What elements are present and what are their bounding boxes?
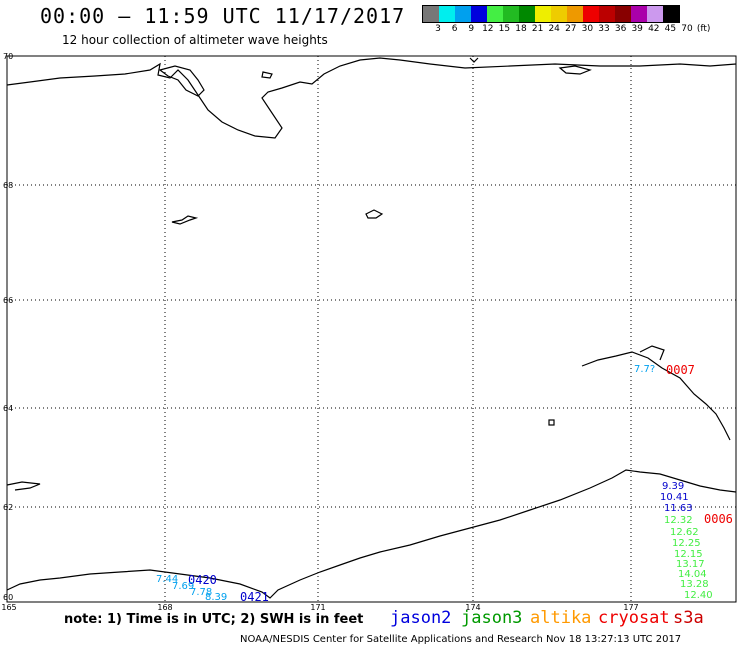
swh-value: 11.63 [664, 503, 693, 514]
legend-jason2: jason2 [390, 608, 452, 628]
lat-label-68: 68 [3, 181, 13, 190]
color-scale-label: 45 [664, 24, 677, 34]
track-label: 0007 [666, 363, 695, 377]
lat-label-64: 64 [3, 404, 13, 413]
track-labels: 0007 0006 0420 0421 [188, 363, 733, 604]
swh-value: 7.78 [190, 587, 212, 598]
footer-note: note: 1) Time is in UTC; 2) SWH is in fe… [64, 612, 364, 627]
track-label: 0420 [188, 573, 217, 587]
swh-value: 14.04 [678, 569, 707, 580]
color-swatch [647, 6, 663, 22]
color-scale-label: 27 [565, 24, 577, 34]
lon-label-168: 168 [157, 603, 172, 612]
color-swatch [439, 6, 455, 22]
color-swatch [663, 6, 679, 22]
color-scale-label: 21 [531, 24, 544, 34]
swh-value: 7.7? [634, 364, 655, 375]
swh-value: 13.28 [680, 579, 709, 590]
lat-label-70: 70 [3, 52, 13, 61]
color-swatch [487, 6, 503, 22]
color-scale-bar [422, 5, 680, 23]
color-swatch [519, 6, 535, 22]
graticule [7, 56, 736, 602]
color-swatch [423, 6, 439, 22]
color-swatch [567, 6, 583, 22]
color-swatch [471, 6, 487, 22]
swh-value: 12.62 [670, 527, 699, 538]
swh-value: 7.69 [172, 581, 194, 592]
page-subtitle: 12 hour collection of altimeter wave hei… [62, 33, 328, 47]
lon-label-174: 174 [465, 603, 480, 612]
lon-label-165: 165 [1, 603, 16, 612]
track-label: 0421 [240, 590, 269, 604]
color-swatch [503, 6, 519, 22]
coastline [6, 57, 737, 599]
color-scale-label: 30 [581, 24, 594, 34]
lat-label-62: 62 [3, 503, 13, 512]
color-scale-label: 70 [681, 24, 693, 34]
track-label: 0006 [704, 512, 733, 526]
swh-value: 7.44 [156, 574, 178, 585]
legend-s3a: s3a [673, 608, 704, 628]
color-scale-label: 9 [468, 24, 475, 34]
swh-value: 8.39 [205, 592, 227, 603]
color-scale-label: 24 [548, 24, 560, 34]
swh-value: 12.40 [684, 590, 713, 601]
map-frame [6, 55, 737, 603]
legend-altika: altika [530, 608, 592, 628]
color-swatch [583, 6, 599, 22]
color-scale-label: 18 [515, 24, 527, 34]
color-swatch [615, 6, 631, 22]
swh-value: 13.17 [676, 559, 705, 570]
color-swatch [535, 6, 551, 22]
swh-value: 12.32 [664, 515, 693, 526]
longitude-labels: 165 168 171 174 177 [1, 603, 638, 612]
color-swatch [551, 6, 567, 22]
legend-jason3: jason3 [461, 608, 523, 628]
color-scale-label: 15 [498, 24, 511, 34]
color-scale-label: 39 [631, 24, 643, 34]
swh-value: 9.39 [662, 481, 684, 492]
page-title: 00:00 – 11:59 UTC 11/17/2017 [40, 4, 406, 28]
lat-label-66: 66 [3, 296, 13, 305]
swh-value: 10.41 [660, 492, 689, 503]
color-scale-label: 36 [614, 24, 627, 34]
color-scale-label: 33 [598, 24, 610, 34]
legend-cryosat: cryosat [598, 608, 670, 628]
latitude-labels: 70 68 66 64 62 60 [3, 52, 13, 602]
color-scale-labels: 3 6 9 12 15 18 21 24 27 30 33 36 39 42 45 70 (ft) [422, 24, 740, 36]
lat-label-60: 60 [3, 593, 13, 602]
lon-label-171: 171 [310, 603, 325, 612]
lon-label-177: 177 [623, 603, 638, 612]
swh-values: 7.7? 9.39 10.41 11.63 12.32 12.62 12.25 … [156, 364, 713, 603]
swh-value: 12.25 [672, 538, 701, 549]
color-scale-label: (ft) [696, 24, 711, 34]
footer-credit: NOAA/NESDIS Center for Satellite Applica… [240, 634, 682, 645]
color-swatch [599, 6, 615, 22]
color-swatch [455, 6, 471, 22]
color-scale-label: 3 [435, 24, 441, 34]
swh-value: 12.15 [674, 549, 703, 560]
color-swatch [631, 6, 647, 22]
color-scale-label: 42 [648, 24, 660, 34]
color-scale-label: 12 [482, 24, 494, 34]
color-scale-label: 6 [451, 24, 458, 34]
